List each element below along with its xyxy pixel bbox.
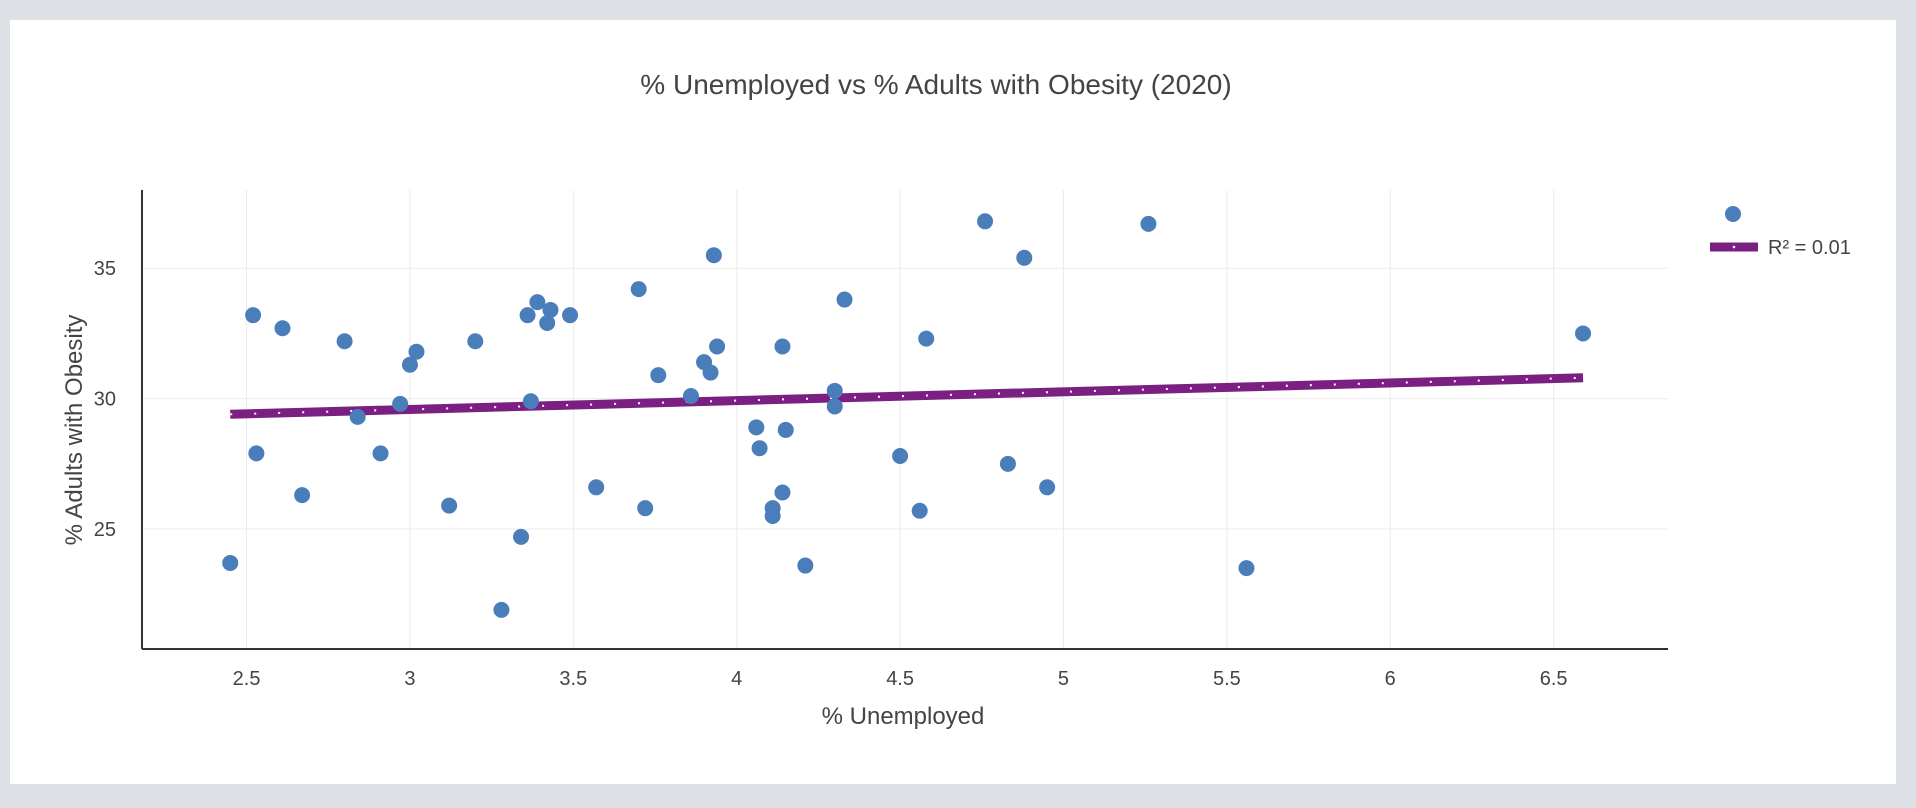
x-axis-title: % Unemployed [822, 703, 985, 730]
trendline-layer [230, 373, 1584, 419]
data-point [529, 294, 546, 311]
data-point [682, 388, 699, 405]
data-point [493, 601, 510, 618]
data-point [777, 421, 794, 438]
data-point [1575, 325, 1592, 342]
data-point [349, 408, 366, 425]
data-point [1039, 479, 1056, 496]
x-tick-label: 4 [731, 668, 742, 690]
x-tick-label: 6.5 [1540, 668, 1568, 690]
y-tick-label: 25 [94, 519, 116, 541]
data-point [836, 291, 853, 308]
y-axis-title: % Adults with Obesity [61, 315, 88, 546]
x-tick-label: 3 [404, 668, 415, 690]
data-point [588, 479, 605, 496]
data-point [392, 395, 409, 412]
x-tick-label: 6 [1385, 668, 1396, 690]
data-point [748, 419, 765, 436]
y-tick-label: 30 [94, 389, 116, 411]
data-point [408, 343, 425, 360]
data-point [1016, 249, 1033, 266]
grid-lines [142, 190, 1668, 649]
data-point [441, 497, 458, 514]
data-point [1238, 560, 1255, 577]
data-point [826, 398, 843, 415]
data-point [245, 307, 262, 324]
data-point [702, 364, 719, 381]
legend: R² = 0.01 [1710, 206, 1851, 259]
x-tick-label: 3.5 [559, 668, 587, 690]
data-point [918, 330, 935, 347]
data-point [751, 440, 768, 457]
axes [141, 190, 1668, 650]
legend-label-trendline: R² = 0.01 [1768, 237, 1851, 259]
x-tick-label: 5.5 [1213, 668, 1241, 690]
data-point [519, 307, 536, 324]
data-point [274, 320, 291, 337]
x-tick-label: 5 [1058, 668, 1069, 690]
x-tick-label: 2.5 [233, 668, 261, 690]
data-point [630, 281, 647, 298]
data-point [797, 557, 814, 574]
trendline [230, 373, 1584, 419]
data-point [705, 247, 722, 264]
data-point [222, 554, 239, 571]
chart-title: % Unemployed vs % Adults with Obesity (2… [640, 69, 1231, 100]
data-point [709, 338, 726, 355]
data-point [977, 213, 994, 230]
data-point [522, 393, 539, 410]
tick-labels: 2.5 3 3.5 4 4.5 5 5.5 6 6.5 25 30 35 [94, 258, 1568, 690]
x-tick-label: 4.5 [886, 668, 914, 690]
data-point [637, 500, 654, 517]
data-point [999, 455, 1016, 472]
legend-marker-points [1725, 206, 1741, 222]
data-point [372, 445, 389, 462]
data-point [401, 356, 418, 373]
chart-panel: % Unemployed vs % Adults with Obesity (2… [10, 20, 1896, 784]
data-point [774, 484, 791, 501]
data-point [513, 528, 530, 545]
data-point [650, 367, 667, 384]
data-point [892, 448, 909, 465]
data-point [911, 502, 928, 519]
data-point [542, 301, 559, 318]
data-point [826, 382, 843, 399]
y-tick-label: 35 [94, 258, 116, 280]
data-point [764, 507, 781, 524]
data-point [774, 338, 791, 355]
legend-marker-dot [1732, 245, 1736, 249]
data-point [1140, 215, 1157, 232]
data-points [222, 213, 1592, 618]
data-point [336, 333, 353, 350]
data-point [248, 445, 265, 462]
data-point [294, 487, 311, 504]
scatter-chart: % Unemployed vs % Adults with Obesity (2… [61, 69, 1851, 730]
data-point [539, 315, 556, 332]
data-point [467, 333, 484, 350]
data-point [562, 307, 579, 324]
